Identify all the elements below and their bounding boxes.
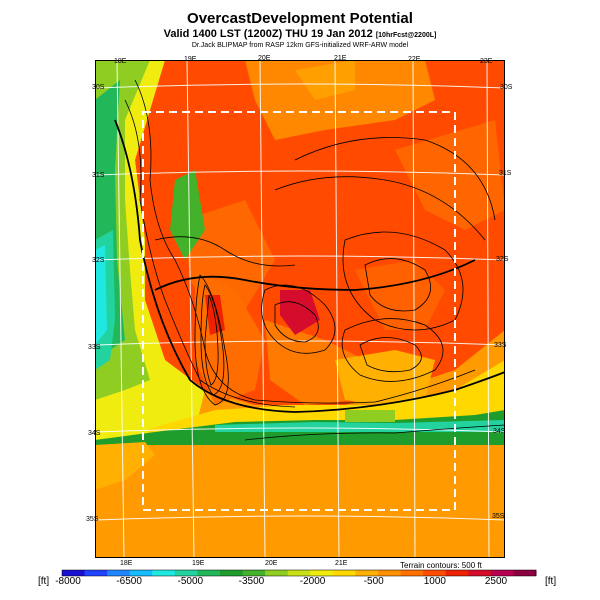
lat-label-left: 35S (86, 516, 99, 523)
colorbar-swatch (197, 570, 221, 576)
colorbar-swatch (355, 570, 379, 576)
chart-title: OvercastDevelopment Potential (187, 10, 413, 27)
lon-label-bottom: 20E (265, 560, 278, 567)
colorbar (61, 569, 537, 577)
lat-label-right: 30S (500, 84, 513, 91)
lon-label-top: 21E (334, 55, 347, 62)
colorbar-unit-left: [ft] (38, 576, 50, 587)
colorbar-tick-label: 2500 (484, 576, 508, 587)
colorbar-swatch (62, 570, 86, 576)
valid-time: Valid 1400 LST (1200Z) THU 19 Jan 2012 (163, 28, 373, 40)
lon-label-top: 18E (114, 58, 127, 65)
colorbar-swatch (423, 570, 447, 576)
lat-label-right: 31S (499, 170, 512, 177)
colorbar-swatch (220, 570, 244, 576)
colorbar-swatch (378, 570, 402, 576)
colorbar-swatch (152, 570, 176, 576)
forecast-hour: [10hrFcst@2200L] (375, 32, 437, 39)
colorbar-swatch (107, 570, 131, 576)
lat-label-left: 31S (92, 172, 105, 179)
colorbar-swatch (84, 570, 108, 576)
lon-label-top: 19E (184, 56, 197, 63)
lat-label-right: 35S (492, 513, 505, 520)
lon-label-top: 20E (258, 55, 271, 62)
colorbar-tick-label: 1000 (423, 576, 446, 587)
colorbar-swatch (242, 570, 266, 576)
colorbar-swatch (400, 570, 424, 576)
colorbar-swatch (445, 570, 469, 576)
colorbar-unit-right: [ft] (545, 576, 557, 587)
lat-label-left: 32S (92, 257, 105, 264)
colorbar-swatch (513, 570, 537, 576)
lat-label-right: 32S (496, 256, 509, 263)
lat-label-right: 34S (493, 428, 506, 435)
lon-label-bottom: 18E (120, 560, 133, 567)
terrain-contour-note: Terrain contours: 500 ft (400, 561, 482, 570)
colorbar-tick-label: -5000 (177, 576, 204, 587)
colorbar-swatch (129, 570, 153, 576)
valid-time-line: Valid 1400 LST (1200Z) THU 19 Jan 2012 [… (0, 28, 600, 40)
colorbar-tick-label: -8000 (55, 576, 81, 587)
model-source: Dr.Jack BLIPMAP from RASP 12km GFS-initi… (191, 42, 409, 49)
colorbar-swatch (174, 570, 198, 576)
lat-label-left: 33S (88, 344, 101, 351)
lat-label-right: 33S (494, 342, 507, 349)
colorbar-swatch (468, 570, 492, 576)
colorbar-swatch (310, 570, 334, 576)
lon-label-top: 22E (408, 56, 421, 63)
lon-label-bottom: 19E (192, 560, 205, 567)
lat-label-left: 30S (92, 84, 105, 91)
colorbar-swatch (490, 570, 514, 576)
lon-label-bottom: 21E (335, 560, 348, 567)
colorbar-tick-label: -2000 (299, 576, 326, 587)
lat-label-left: 34S (88, 430, 101, 437)
lon-label-top: 23E (480, 58, 493, 65)
map-frame (95, 60, 505, 558)
colorbar-tick-label: -3500 (238, 576, 265, 587)
forecast-map (95, 60, 505, 558)
colorbar-swatch (332, 570, 356, 576)
colorbar-swatch (265, 570, 289, 576)
domain-boundary (142, 111, 456, 511)
colorbar-swatch (287, 570, 311, 576)
colorbar-tick-label: -6500 (116, 576, 142, 587)
colorbar-tick-label: -500 (363, 576, 384, 587)
